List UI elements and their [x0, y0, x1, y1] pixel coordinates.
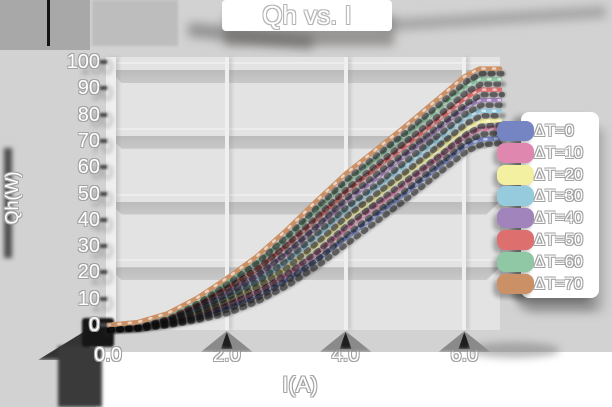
h-gridline — [108, 259, 500, 262]
legend-swatch — [497, 208, 534, 229]
y-tick-mark — [100, 60, 107, 64]
legend-label: ΔT=0 — [534, 122, 574, 140]
y-axis-label: Qh(W) — [2, 171, 22, 225]
legend-label: ΔT=40 — [534, 209, 584, 228]
y-tick-mark — [100, 244, 107, 249]
h-gridline-shadow — [108, 70, 500, 83]
legend-label: ΔT=30 — [534, 187, 584, 206]
y-tick-mark — [100, 323, 107, 327]
h-gridline — [108, 62, 500, 64]
y-tick-mark — [100, 112, 107, 117]
v-gridline — [343, 57, 348, 330]
legend-label: ΔT=20 — [534, 165, 584, 184]
h-gridline-shadow — [108, 267, 500, 281]
shadow-artifact — [92, 0, 178, 46]
y-tick-label: 60 — [77, 156, 100, 179]
legend-swatch — [497, 273, 534, 294]
y-tick-mark — [100, 138, 107, 143]
y-tick-mark — [100, 296, 107, 301]
legend-box — [521, 112, 599, 298]
legend-swatch — [497, 186, 534, 207]
y-tick-label: 100 — [66, 51, 100, 73]
v-gridline — [462, 57, 467, 330]
plot-area — [106, 57, 500, 330]
y-tick-label: 90 — [77, 77, 100, 100]
legend-swatch — [497, 121, 534, 141]
h-gridline — [108, 193, 500, 196]
y-tick-mark — [100, 86, 107, 91]
chart-title: Qh vs. I — [262, 0, 352, 30]
y-tick-label: 20 — [77, 261, 100, 284]
legend-swatch — [497, 230, 534, 250]
legend-swatch — [497, 164, 534, 185]
y-tick-mark — [100, 270, 107, 275]
bottom-margin — [96, 352, 612, 407]
shadow-artifact — [4, 148, 12, 258]
shadow-artifact — [468, 342, 560, 358]
h-gridline-shadow — [108, 135, 500, 149]
x-axis-label: I(A) — [282, 372, 318, 397]
y-tick-mark — [100, 165, 107, 170]
shadow-artifact — [0, 0, 90, 50]
y-tick-label: 40 — [77, 208, 100, 231]
legend-swatch — [497, 142, 534, 163]
y-tick-label: 0 — [88, 314, 100, 336]
y-tick-label: 70 — [77, 129, 100, 152]
chart-title-box: Qh vs. I — [222, 0, 392, 31]
x-tick-label: 0.0 — [94, 344, 122, 366]
v-gridline — [224, 57, 229, 330]
legend-swatch — [497, 251, 534, 272]
shadow-artifact — [387, 6, 607, 31]
shadow-artifact — [47, 0, 50, 46]
y-tick-label: 80 — [77, 103, 100, 126]
y-tick-mark — [100, 217, 107, 222]
h-gridline-shadow — [108, 201, 500, 215]
legend-label: ΔT=60 — [534, 252, 584, 271]
y-tick-label: 10 — [77, 287, 100, 310]
legend-label: ΔT=50 — [534, 231, 584, 249]
legend-label: ΔT=70 — [534, 274, 584, 293]
y-tick-label: 30 — [77, 235, 100, 258]
y-tick-label: 50 — [77, 182, 100, 205]
legend-label: ΔT=10 — [534, 143, 584, 162]
y-tick-mark — [100, 191, 107, 196]
shadow-artifact — [58, 346, 102, 407]
v-gridline — [106, 57, 116, 330]
h-gridline — [108, 127, 500, 130]
